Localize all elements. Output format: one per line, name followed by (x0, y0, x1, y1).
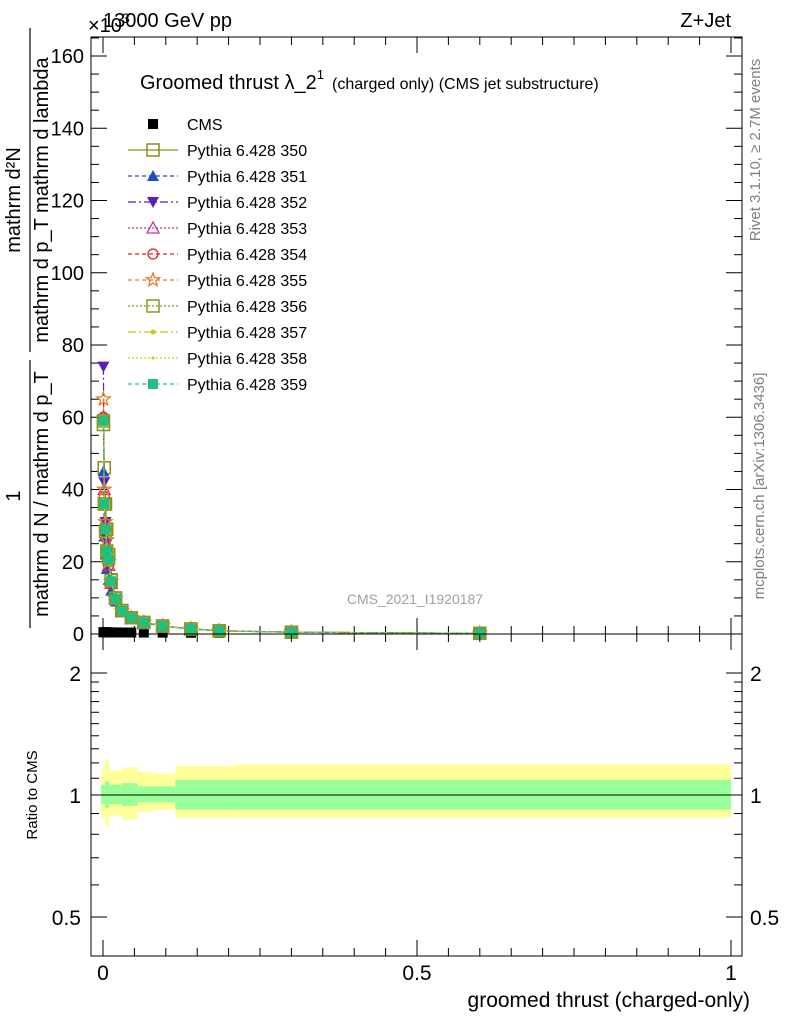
x-tick-label: 1 (725, 962, 737, 985)
ratio-inner-band (137, 786, 154, 803)
y-tick-label: 160 (51, 46, 84, 68)
y-tick-label: 100 (51, 263, 84, 285)
ratio-y-tick-label: 2 (69, 663, 81, 686)
energy-label: 13000 GeV pp (103, 10, 232, 32)
ratio-band (101, 760, 731, 826)
data-point (126, 627, 137, 638)
x-tick-label: 0 (97, 962, 109, 985)
ylabel-right-numerator: mathrm d²N (3, 147, 25, 253)
series-10 (98, 415, 485, 639)
ratio-y-tick-label: 0.5 (52, 907, 81, 930)
data-point (157, 621, 168, 632)
data-point (110, 593, 121, 604)
data-point (185, 623, 196, 634)
main-panel: 0 20 40 60 80 100 120 140 160 Groomed thrust λ_2… (51, 36, 743, 646)
data-point (99, 498, 110, 509)
series-line (102, 471, 480, 634)
legend-label: Pythia 6.428 352 (187, 195, 307, 212)
legend-label: Pythia 6.428 351 (187, 169, 307, 186)
y-tick-label: 0 (73, 624, 84, 646)
legend-marker (151, 356, 155, 360)
rivet-version-label: Rivet 3.1.10, ≥ 2.7M events (747, 59, 764, 242)
data-point (100, 524, 111, 535)
data-point (116, 605, 127, 616)
y-tick-label: 120 (51, 191, 84, 213)
legend-marker (147, 197, 159, 208)
legend-marker (147, 170, 159, 181)
data-point (286, 627, 297, 638)
legend: CMS Pythia 6.428 350 Pythia 6.428 351 Pythi… (128, 117, 307, 394)
y-tick-label: 40 (62, 480, 84, 502)
analysis-watermark: CMS_2021_I1920187 (347, 591, 483, 607)
legend-label: Pythia 6.428 359 (187, 377, 307, 394)
data-point (103, 554, 114, 565)
legend-label: Pythia 6.428 357 (187, 325, 307, 342)
ratio-y-axis-label: Ratio to CMS (24, 750, 41, 839)
ratio-inner-band (121, 783, 138, 806)
data-point (97, 361, 110, 373)
data-point (98, 415, 109, 426)
main-y-axis-label: 1 mathrm d N / mathrm d p_T mathrm d²N m… (3, 28, 53, 628)
ylabel-one: 1 (3, 490, 25, 501)
data-point (126, 612, 137, 623)
ratio-ticks: 0.5 0.5 1 1 2 2 0 0.5 1 (52, 634, 779, 985)
y-tick-label: 80 (62, 335, 84, 357)
ratio-y-tick-label: 1 (69, 785, 81, 808)
ratio-y-tick-label-right: 1 (750, 785, 762, 808)
legend-marker (148, 379, 158, 389)
y-tick-label: 20 (62, 552, 84, 574)
legend-marker (148, 119, 158, 129)
main-data (95, 361, 489, 641)
legend-marker (144, 271, 162, 288)
data-point (137, 615, 151, 630)
data-point (95, 390, 112, 407)
legend-label: Pythia 6.428 350 (187, 143, 307, 160)
legend-label: Pythia 6.428 353 (187, 221, 307, 238)
data-point (214, 625, 225, 636)
data-point (115, 603, 129, 618)
data-point (138, 617, 149, 628)
x-tick-label: 0.5 (402, 962, 431, 985)
legend-label: Pythia 6.428 358 (187, 351, 307, 368)
ratio-inner-band (101, 784, 105, 805)
y-tick-label: 60 (62, 407, 84, 429)
exponent-label: ×103 (88, 10, 130, 37)
data-point (155, 619, 170, 633)
mcplots-label: mcplots.cern.ch [arXiv:1306.3436] (751, 373, 768, 600)
plot-title: Groomed thrust λ_21(charged only) (CMS j… (140, 67, 599, 94)
legend-marker (150, 329, 156, 335)
data-point (474, 628, 485, 639)
data-point (116, 627, 127, 638)
main-ticks: 0 20 40 60 80 100 120 140 160 (51, 37, 742, 646)
legend-label: Pythia 6.428 355 (187, 273, 307, 290)
ylabel-right-denominator: mathrm d p_T mathrm d lambda (31, 56, 53, 342)
legend-label: CMS (187, 117, 223, 134)
ratio-y-tick-label-right: 0.5 (750, 907, 779, 930)
legend-label: Pythia 6.428 356 (187, 299, 307, 316)
series-2 (97, 465, 486, 639)
legend-label: Pythia 6.428 354 (187, 247, 307, 264)
process-label: Z+Jet (680, 10, 731, 32)
ratio-inner-band (109, 784, 122, 805)
data-point (104, 573, 118, 588)
ratio-y-tick-label-right: 2 (750, 663, 762, 686)
data-point (106, 576, 117, 587)
ylabel-denominator: mathrm d N / mathrm d p_T (31, 371, 53, 617)
legend-marker (145, 220, 161, 234)
x-axis-label: groomed thrust (charged-only) (468, 989, 750, 1012)
ratio-panel: 0.5 0.5 1 1 2 2 0 0.5 1 (52, 633, 779, 985)
legend-marker (147, 248, 159, 260)
data-point (101, 545, 112, 556)
data-point (138, 627, 149, 638)
y-tick-label: 140 (51, 118, 84, 140)
data-point (110, 627, 121, 638)
legend-marker (146, 299, 160, 313)
ratio-inner-band (153, 786, 176, 803)
legend-marker (146, 143, 160, 157)
